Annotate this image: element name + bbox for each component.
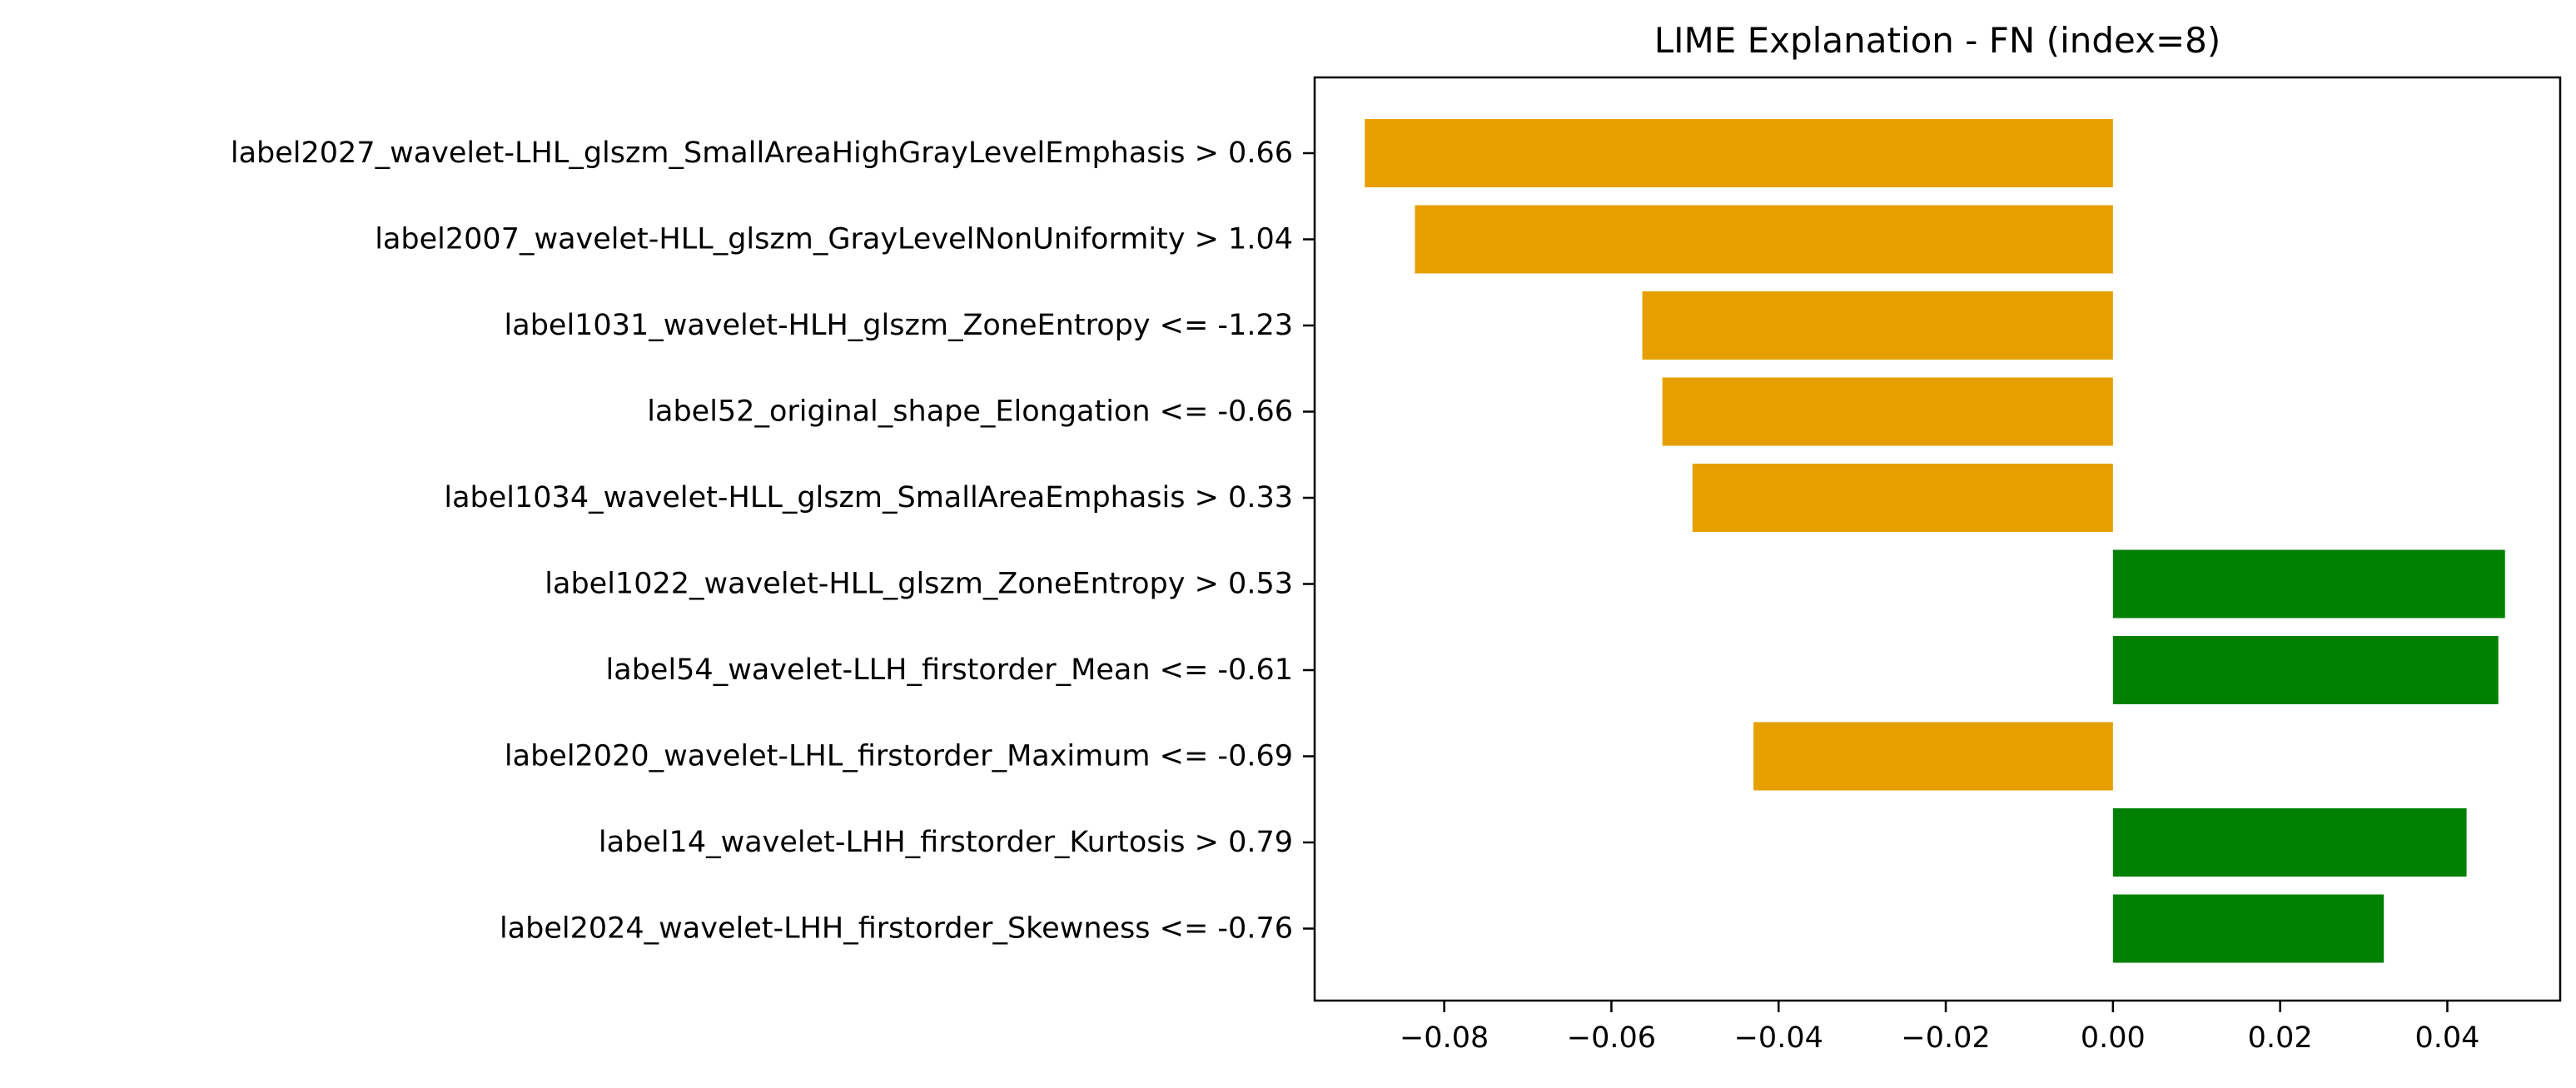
y-tick-label: label52_original_shape_Elongation <= -0.… <box>647 395 1293 429</box>
y-tick-label: label14_wavelet-LHH_firstorder_Kurtosis … <box>599 826 1293 859</box>
x-tick-label: 0.00 <box>2081 1021 2146 1055</box>
y-tick-labels: label2027_wavelet-LHL_glszm_SmallAreaHig… <box>231 137 1315 946</box>
bar-1 <box>1365 119 2113 187</box>
x-tick-label: −0.04 <box>1734 1021 1823 1055</box>
bar-5 <box>1692 464 2113 532</box>
y-tick-label: label1022_wavelet-HLL_glszm_ZoneEntropy … <box>545 568 1293 601</box>
y-tick-label: label1034_wavelet-HLL_glszm_SmallAreaEmp… <box>444 481 1293 514</box>
bar-7 <box>2112 636 2499 704</box>
x-tick-label: 0.04 <box>2414 1021 2479 1055</box>
x-tick-label: −0.02 <box>1901 1021 1990 1055</box>
bars-layer <box>1365 119 2505 963</box>
bar-2 <box>1415 205 2113 274</box>
chart-title: LIME Explanation - FN (index=8) <box>1654 20 2221 61</box>
y-tick-label: label2007_wavelet-HLL_glszm_GrayLevelNon… <box>375 223 1293 256</box>
x-tick-label: −0.08 <box>1400 1021 1489 1055</box>
plot-frame <box>1313 76 2562 1002</box>
bar-8 <box>1753 722 2113 791</box>
y-tick-label: label54_wavelet-LLH_firstorder_Mean <= -… <box>606 653 1293 687</box>
y-tick-label: label1031_wavelet-HLH_glszm_ZoneEntropy … <box>505 309 1293 342</box>
bar-3 <box>1642 291 2113 360</box>
x-axis-ticks: −0.08 −0.06 −0.04 −0.02 0.00 0.02 0.04 <box>1400 1001 2479 1055</box>
y-tick-label: label2024_wavelet-LHH_firstorder_Skewnes… <box>500 912 1293 946</box>
bar-10 <box>2112 894 2385 963</box>
y-tick-label: label2020_wavelet-LHL_firstorder_Maximum… <box>505 740 1293 773</box>
bar-6 <box>2112 549 2505 619</box>
x-tick-label: 0.02 <box>2248 1021 2313 1055</box>
y-tick-label: label2027_wavelet-LHL_glszm_SmallAreaHig… <box>231 137 1293 170</box>
bar-4 <box>1662 377 2113 446</box>
bar-9 <box>2112 808 2467 877</box>
x-tick-label: −0.06 <box>1567 1021 1656 1055</box>
